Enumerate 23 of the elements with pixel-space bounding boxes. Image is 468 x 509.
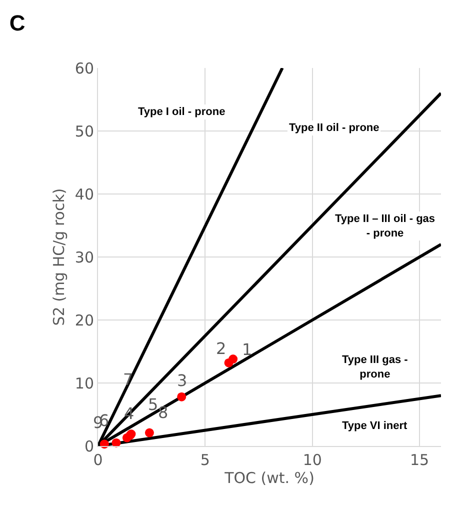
annotation: Type II – III oil - gas - prone (335, 213, 436, 240)
y-tick-label: 50 (74, 122, 94, 140)
y-tick-label: 40 (74, 185, 94, 204)
y-tick-label: 20 (74, 311, 94, 330)
x-axis-title: TOC (wt. %) (224, 469, 314, 487)
x-tick-label: 15 (410, 451, 430, 469)
y-axis-title: S2 (mg HC/g rock) (50, 188, 68, 326)
chart-title: C (9, 10, 26, 36)
annotation: 2 (216, 339, 226, 358)
annotation: 1 (242, 340, 252, 359)
y-tick-label: 30 (74, 248, 94, 266)
annotation: Type II oil - prone (289, 122, 380, 134)
y-tick-label: 0 (84, 437, 94, 456)
annotation: Type VI inert (342, 420, 408, 432)
y-tick-label: 60 (74, 59, 94, 78)
y-tick-label: 10 (74, 374, 94, 392)
x-tick-label: 5 (200, 451, 210, 469)
annotation: 5 (148, 395, 158, 414)
annotation: Type III gas - prone (342, 354, 408, 380)
annotation: 8 (158, 403, 168, 422)
annotation: Type I oil - prone (138, 106, 226, 118)
x-tick-label: 10 (302, 451, 322, 469)
annotation: 3 (177, 371, 188, 390)
